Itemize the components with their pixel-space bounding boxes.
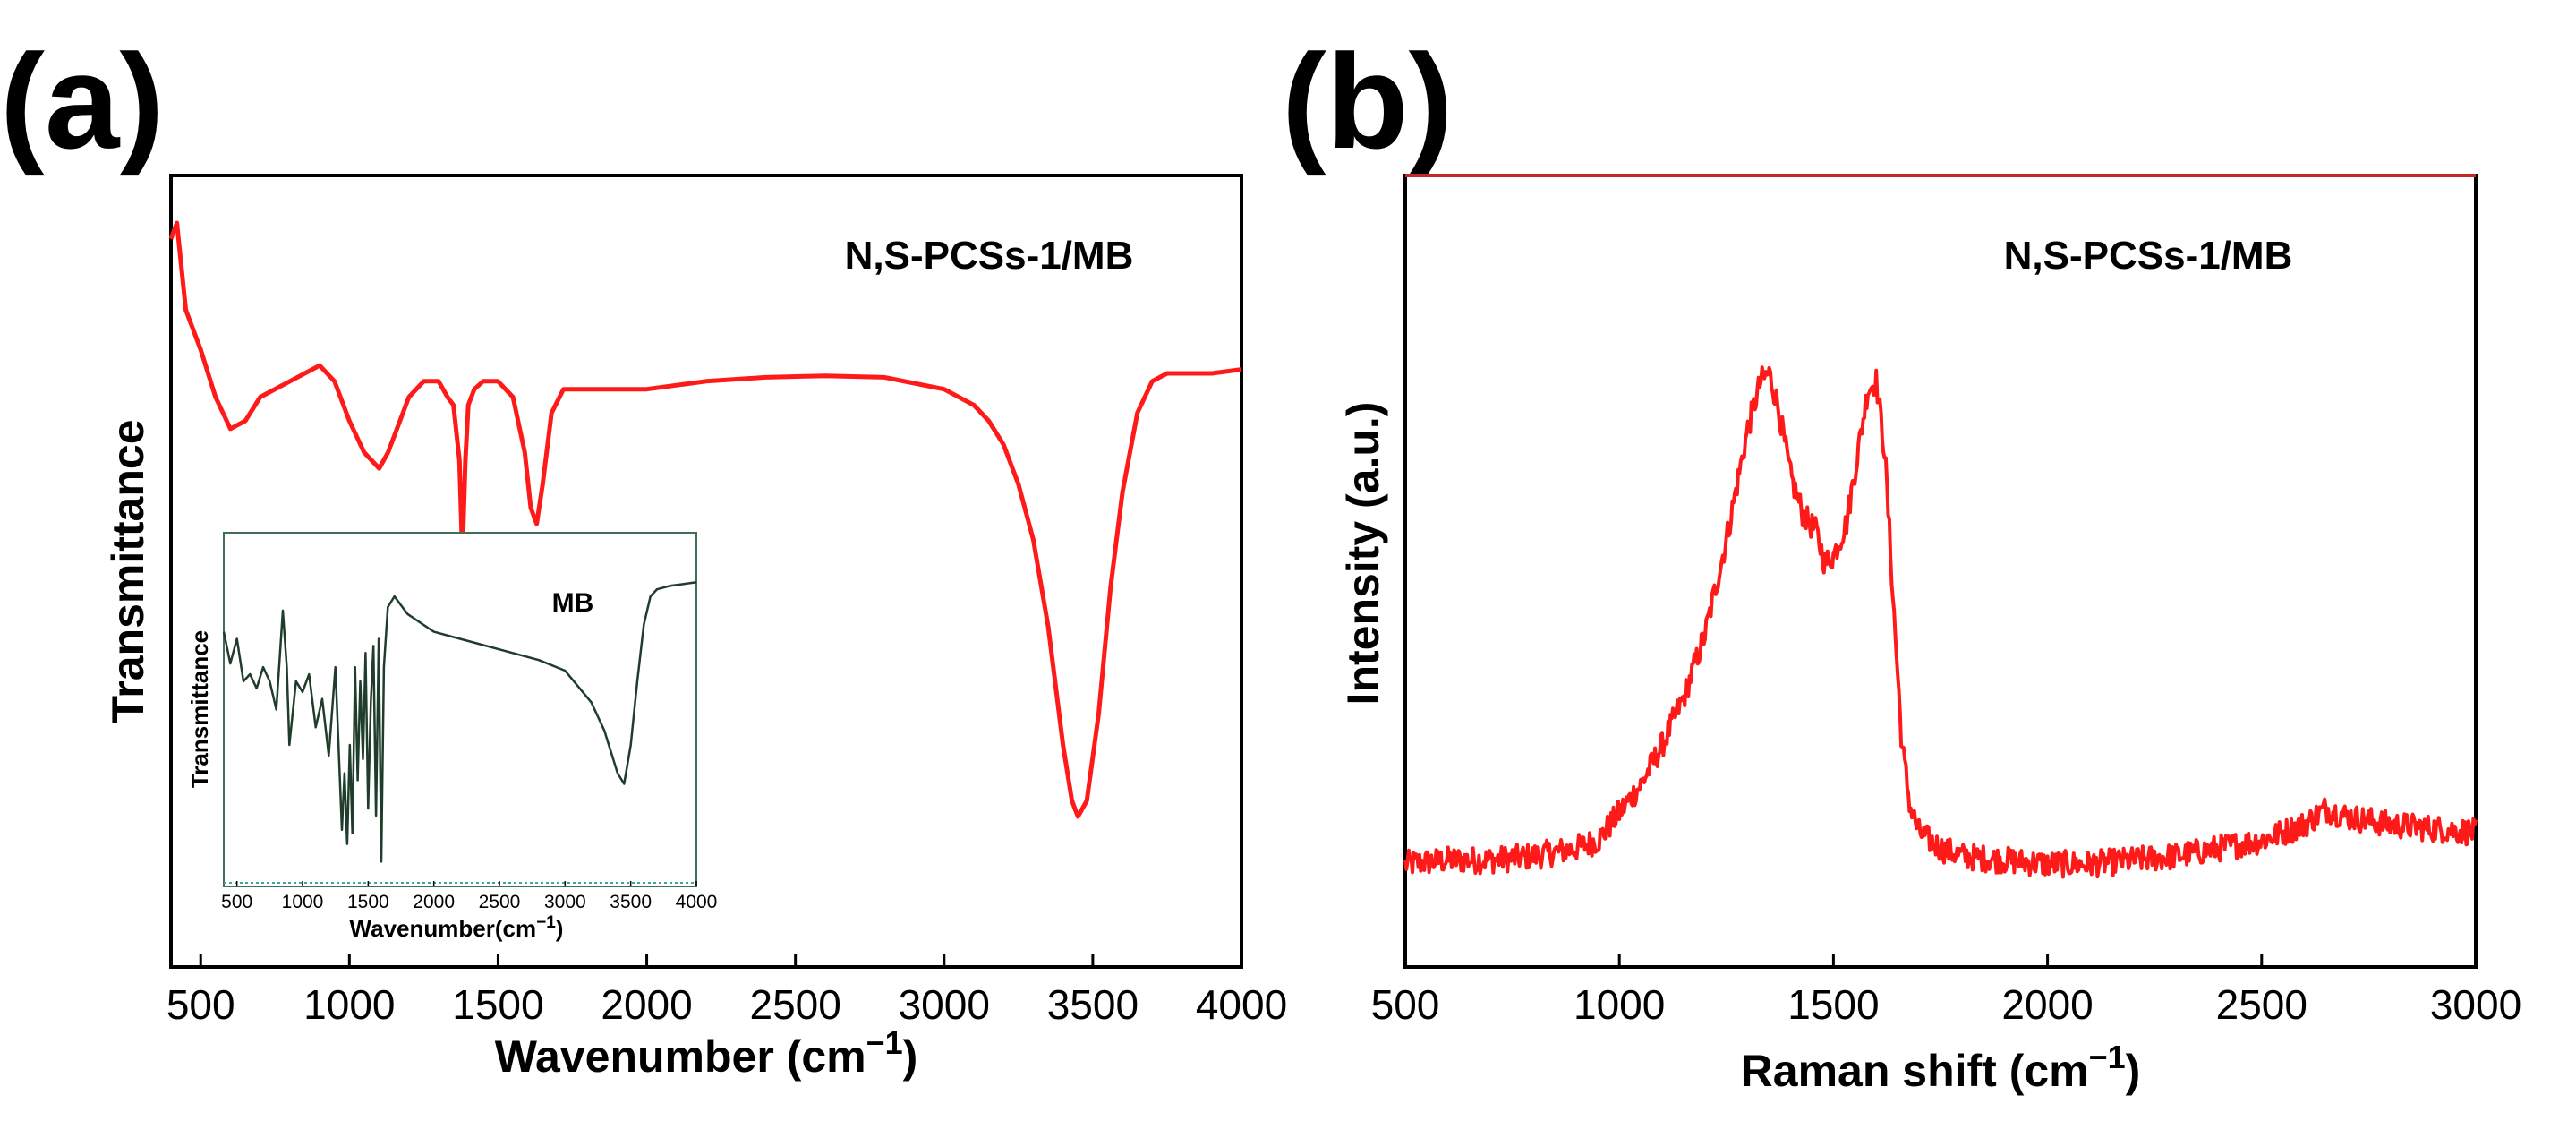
inset-y-axis-title: Transmittance (186, 630, 213, 788)
panel-b-annotation: N,S-PCSs-1/MB (2004, 234, 2293, 278)
inset-x-tick-label-3000: 3000 (544, 892, 586, 912)
panel-b-label: (b) (1282, 26, 1454, 176)
inset-x-tick-label-1500: 1500 (347, 892, 389, 912)
panel-a-inset: 500 1000 1500 2000 2500 3000 3500 4000 MB Waven… (186, 532, 717, 942)
panel-b-x-tick-label-1500: 1500 (1787, 981, 1879, 1028)
panel-a-annotation: N,S-PCSs-1/MB (845, 234, 1134, 278)
inset-x-axis-title: Wavenumber(cm−1) (350, 913, 564, 942)
panel-a-x-tick-label-1000: 1000 (303, 981, 395, 1028)
inset-x-tick-label-500: 500 (221, 892, 252, 912)
panel-a-label: (a) (0, 26, 164, 176)
panel-a-x-tick-label-4000: 4000 (1196, 981, 1287, 1028)
panel-b-curve-layer (1403, 365, 2478, 879)
panel-a: (a) 500 1000 1500 2000 2500 3000 3500 4000 N,S-… (0, 26, 1287, 1082)
panel-b: (b) 500 1000 1500 2000 2500 3000 N,S-PCSs-1/M… (1282, 26, 2521, 1096)
inset-x-ticks: 500 1000 1500 2000 2500 3000 3500 4000 (221, 881, 717, 912)
inset-series-line (222, 581, 697, 863)
panel-b-x-ticks: 500 1000 1500 2000 2500 3000 (1371, 954, 2521, 1028)
panel-a-series-line (168, 220, 1242, 819)
panel-b-x-tick-label-1000: 1000 (1574, 981, 1665, 1028)
inset-x-tick-label-4000: 4000 (676, 892, 718, 912)
inset-curve-layer (222, 581, 697, 884)
panel-b-x-tick-label-500: 500 (1371, 981, 1440, 1028)
inset-annotation: MB (552, 588, 594, 618)
panel-b-series-line (1403, 365, 2478, 879)
inset-x-tick-label-1000: 1000 (282, 892, 324, 912)
panel-b-x-axis-title: Raman shift (cm−1) (1741, 1039, 2141, 1096)
panel-b-x-tick-label-2500: 2500 (2216, 981, 2307, 1028)
panel-b-x-tick-label-3000: 3000 (2430, 981, 2521, 1028)
inset-x-tick-label-2000: 2000 (413, 892, 455, 912)
panel-a-x-tick-label-3500: 3500 (1047, 981, 1139, 1028)
panel-a-x-tick-label-3000: 3000 (899, 981, 990, 1028)
panel-a-y-axis-title: Transmittance (103, 419, 153, 723)
panel-a-x-tick-label-1500: 1500 (452, 981, 543, 1028)
panel-a-curve-layer (168, 220, 1242, 819)
panel-a-x-ticks: 500 1000 1500 2000 2500 3000 3500 4000 (166, 954, 1287, 1028)
inset-x-tick-label-2500: 2500 (479, 892, 521, 912)
inset-x-tick-label-3500: 3500 (610, 892, 652, 912)
panel-a-x-tick-label-2000: 2000 (601, 981, 692, 1028)
panel-a-x-tick-label-2500: 2500 (749, 981, 840, 1028)
inset-frame (223, 532, 697, 887)
panel-b-x-tick-label-2000: 2000 (2001, 981, 2093, 1028)
panel-a-x-axis-title: Wavenumber (cm−1) (495, 1024, 918, 1082)
panel-a-plot-frame (169, 174, 1243, 969)
panel-a-x-tick-label-500: 500 (166, 981, 235, 1028)
panel-b-y-axis-title: Intensity (a.u.) (1338, 402, 1388, 706)
